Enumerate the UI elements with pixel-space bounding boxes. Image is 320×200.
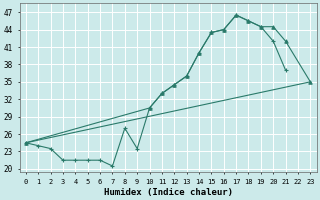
X-axis label: Humidex (Indice chaleur): Humidex (Indice chaleur) bbox=[104, 188, 233, 197]
